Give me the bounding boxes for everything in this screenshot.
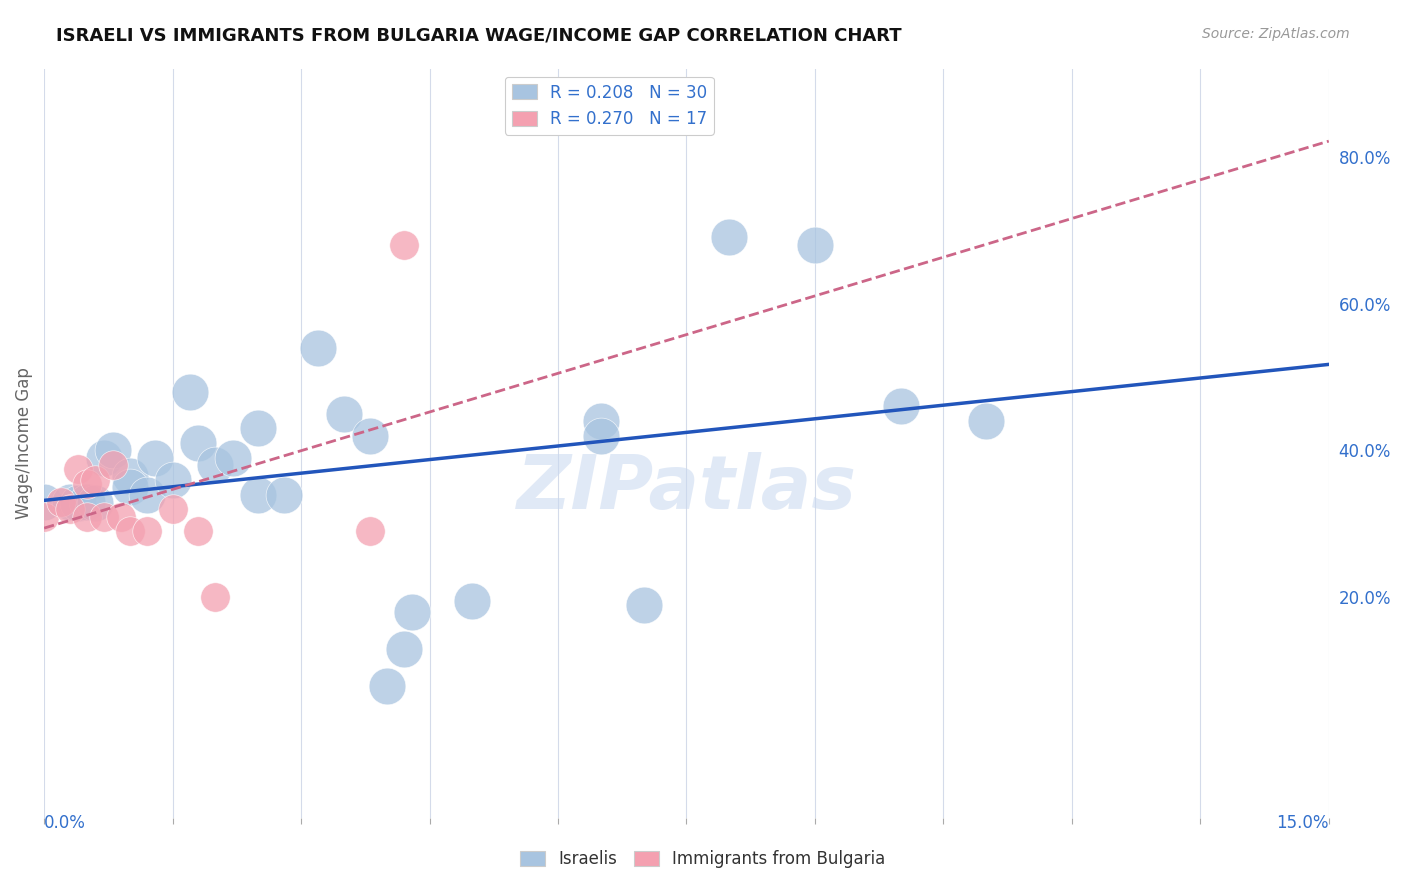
Point	[32, 509, 55, 524]
Point	[76, 495, 98, 509]
Point	[804, 237, 827, 252]
Point	[93, 450, 115, 465]
Text: ISRAELI VS IMMIGRANTS FROM BULGARIA WAGE/INCOME GAP CORRELATION CHART: ISRAELI VS IMMIGRANTS FROM BULGARIA WAGE…	[56, 27, 901, 45]
Point	[247, 487, 270, 501]
Point	[273, 487, 295, 501]
Point	[589, 429, 612, 443]
Text: Source: ZipAtlas.com: Source: ZipAtlas.com	[1202, 27, 1350, 41]
Point	[187, 524, 209, 539]
Point	[718, 230, 741, 244]
Point	[247, 421, 270, 435]
Point	[135, 524, 157, 539]
Point	[392, 237, 415, 252]
Point	[67, 496, 90, 510]
Point	[101, 443, 124, 458]
Point	[333, 407, 356, 421]
Point	[51, 495, 73, 509]
Point	[76, 476, 98, 491]
Point	[84, 496, 107, 510]
Point	[118, 480, 141, 494]
Point	[974, 414, 997, 428]
Point	[633, 598, 655, 612]
Point	[84, 473, 107, 487]
Text: ZIPatlas: ZIPatlas	[516, 451, 856, 524]
Point	[589, 414, 612, 428]
Text: 15.0%: 15.0%	[1277, 814, 1329, 832]
Point	[359, 429, 381, 443]
Point	[461, 594, 484, 608]
Point	[76, 509, 98, 524]
Point	[307, 341, 329, 355]
Point	[110, 509, 132, 524]
Point	[187, 436, 209, 450]
Point	[145, 450, 167, 465]
Point	[375, 679, 398, 693]
Point	[162, 502, 184, 516]
Point	[118, 469, 141, 483]
Point	[179, 384, 201, 399]
Point	[221, 450, 243, 465]
Point	[32, 495, 55, 509]
Text: 0.0%: 0.0%	[44, 814, 86, 832]
Point	[135, 487, 157, 501]
Point	[890, 400, 912, 414]
Point	[118, 524, 141, 539]
Point	[162, 473, 184, 487]
Point	[359, 524, 381, 539]
Legend: R = 0.208   N = 30, R = 0.270   N = 17: R = 0.208 N = 30, R = 0.270 N = 17	[505, 77, 714, 135]
Point	[204, 458, 226, 473]
Point	[401, 605, 423, 619]
Point	[101, 458, 124, 473]
Y-axis label: Wage/Income Gap: Wage/Income Gap	[15, 368, 32, 519]
Point	[67, 462, 90, 476]
Point	[59, 495, 82, 509]
Point	[392, 641, 415, 656]
Point	[93, 509, 115, 524]
Legend: Israelis, Immigrants from Bulgaria: Israelis, Immigrants from Bulgaria	[513, 844, 893, 875]
Point	[59, 502, 82, 516]
Point	[204, 591, 226, 605]
